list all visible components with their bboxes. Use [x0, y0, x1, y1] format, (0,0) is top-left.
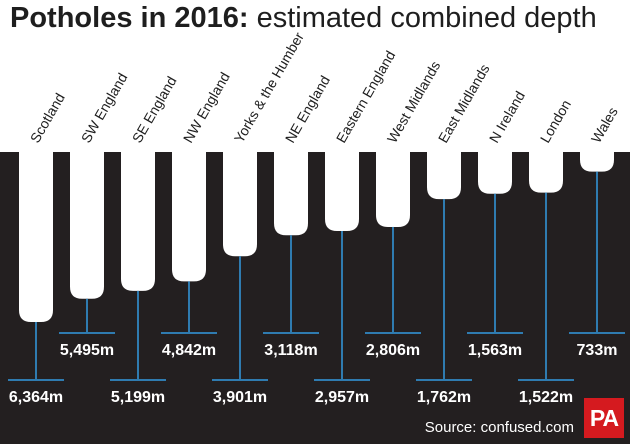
value-label: 1,762m	[417, 389, 471, 406]
category-label: SE England	[129, 73, 180, 145]
category-label: London	[537, 97, 574, 145]
bar-west-midlands	[376, 148, 410, 227]
category-label: NW England	[180, 69, 233, 145]
value-label: 5,495m	[60, 342, 114, 359]
chart-title: Potholes in 2016: estimated combined dep…	[10, 2, 597, 35]
bar-sw-england	[70, 148, 104, 299]
title-bold: Potholes in 2016:	[10, 2, 249, 34]
value-label: 5,199m	[111, 389, 165, 406]
category-label: SW England	[78, 70, 131, 145]
bar-scotland	[19, 148, 53, 322]
value-label: 733m	[577, 342, 618, 359]
category-label: West Midlands	[384, 58, 444, 145]
chart-background	[0, 152, 630, 444]
value-label: 2,957m	[315, 389, 369, 406]
bar-n-ireland	[478, 148, 512, 194]
value-label: 6,364m	[9, 389, 63, 406]
value-label: 1,522m	[519, 389, 573, 406]
source-note: Source: confused.com	[424, 419, 574, 436]
bar-se-england	[121, 148, 155, 291]
bar-nw-england	[172, 148, 206, 282]
bar-eastern-england	[325, 148, 359, 231]
value-label: 4,842m	[162, 342, 216, 359]
bar-london	[529, 148, 563, 193]
title-rest: estimated combined depth	[248, 2, 597, 34]
pa-logo: PA	[584, 398, 624, 438]
value-label: 3,901m	[213, 389, 267, 406]
category-label: East Midlands	[435, 61, 493, 145]
value-label: 2,806m	[366, 342, 420, 359]
bar-east-midlands	[427, 148, 461, 200]
category-label: NE England	[282, 73, 333, 146]
bar-yorks-the-humber	[223, 148, 257, 257]
category-label: Scotland	[27, 90, 68, 145]
category-label: Wales	[588, 104, 621, 145]
bar-wales	[580, 148, 614, 172]
value-label: 1,563m	[468, 342, 522, 359]
value-label: 3,118m	[264, 342, 317, 359]
bar-ne-england	[274, 148, 308, 236]
category-label: N Ireland	[486, 88, 528, 145]
